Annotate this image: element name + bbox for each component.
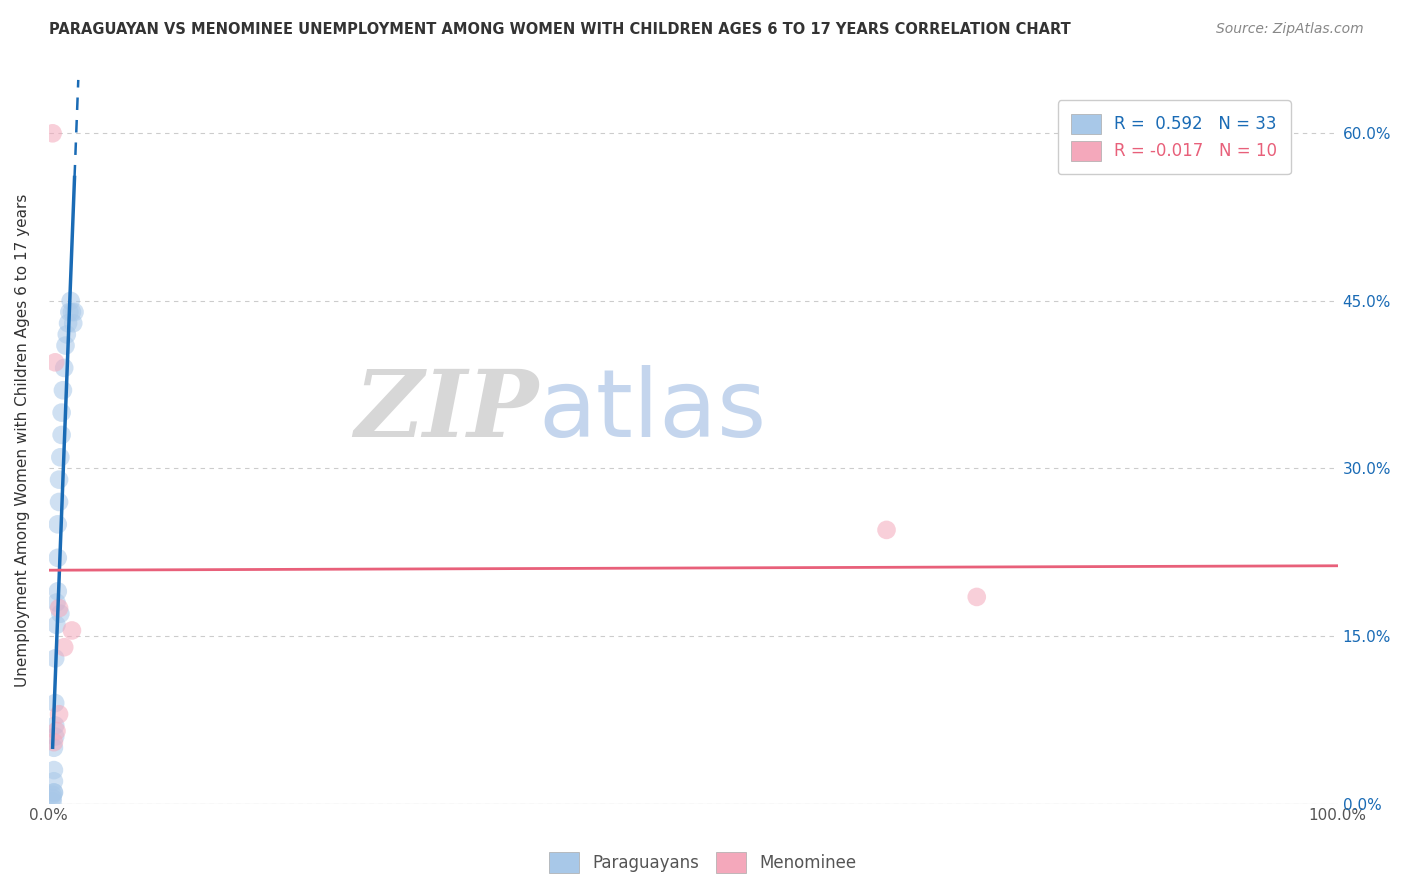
- Point: [42, 735, 65, 749]
- Point: [41, 794, 63, 808]
- Point: [42, 763, 65, 777]
- Point: [49, 607, 72, 621]
- Point: [41, 126, 63, 140]
- Point: [48, 707, 70, 722]
- Legend: Paraguayans, Menominee: Paraguayans, Menominee: [543, 846, 863, 880]
- Point: [51, 428, 73, 442]
- Point: [44, 718, 66, 732]
- Point: [46, 550, 69, 565]
- Point: [56, 316, 79, 330]
- Point: [60, 305, 83, 319]
- Point: [60, 624, 83, 638]
- Point: [48, 473, 70, 487]
- Point: [45, 724, 67, 739]
- Point: [46, 517, 69, 532]
- Point: [53, 640, 76, 655]
- Point: [48, 601, 70, 615]
- Point: [63, 305, 86, 319]
- Point: [42, 785, 65, 799]
- Text: atlas: atlas: [538, 366, 766, 458]
- Point: [46, 584, 69, 599]
- Point: [44, 355, 66, 369]
- Text: ZIP: ZIP: [354, 367, 538, 457]
- Point: [52, 384, 75, 398]
- Point: [53, 360, 76, 375]
- Point: [59, 293, 82, 308]
- Point: [44, 730, 66, 744]
- Point: [45, 595, 67, 609]
- Point: [876, 523, 898, 537]
- Point: [44, 651, 66, 665]
- Point: [49, 450, 72, 465]
- Point: [41, 788, 63, 802]
- Point: [62, 316, 84, 330]
- Point: [966, 590, 988, 604]
- Point: [42, 740, 65, 755]
- Point: [42, 785, 65, 799]
- Point: [55, 338, 77, 352]
- Point: [48, 495, 70, 509]
- Legend: R =  0.592   N = 33, R = -0.017   N = 10: R = 0.592 N = 33, R = -0.017 N = 10: [1057, 100, 1291, 174]
- Text: PARAGUAYAN VS MENOMINEE UNEMPLOYMENT AMONG WOMEN WITH CHILDREN AGES 6 TO 17 YEAR: PARAGUAYAN VS MENOMINEE UNEMPLOYMENT AMO…: [49, 22, 1071, 37]
- Y-axis label: Unemployment Among Women with Children Ages 6 to 17 years: Unemployment Among Women with Children A…: [15, 194, 30, 687]
- Point: [58, 305, 80, 319]
- Point: [41, 791, 63, 805]
- Text: Source: ZipAtlas.com: Source: ZipAtlas.com: [1216, 22, 1364, 37]
- Point: [42, 774, 65, 789]
- Point: [56, 327, 79, 342]
- Point: [45, 618, 67, 632]
- Point: [51, 406, 73, 420]
- Point: [44, 696, 66, 710]
